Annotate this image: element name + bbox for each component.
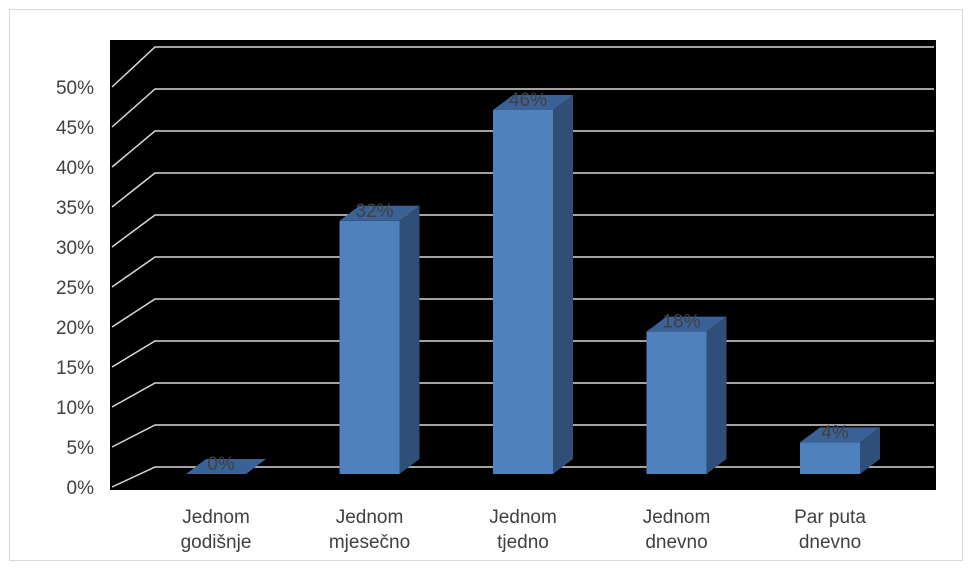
- bar-side: [706, 316, 727, 474]
- y-tick-label: 10%: [56, 398, 94, 419]
- bar-top: [646, 316, 727, 332]
- x-tick-label: Par puta: [794, 507, 866, 528]
- y-tick-label: 0%: [67, 478, 95, 499]
- y-tick-label: 25%: [56, 278, 94, 299]
- chart-frame: 0% 5% 10% 15% 20% 25% 30% 35% 40% 45% 50% 0% 32% 46% 1…: [9, 9, 963, 561]
- bar: [800, 442, 860, 474]
- x-tick-label: mjesečno: [329, 532, 410, 553]
- x-tick-label: Jednom: [489, 507, 557, 528]
- bar-chart: 0% 5% 10% 15% 20% 25% 30% 35% 40% 45% 50% 0% 32% 46% 1…: [56, 40, 936, 553]
- bar: [339, 220, 400, 474]
- y-tick-label: 5%: [67, 438, 95, 459]
- y-tick-label: 45%: [56, 118, 94, 139]
- x-tick-label: godišnje: [181, 532, 252, 553]
- y-tick-label: 20%: [56, 318, 94, 339]
- y-tick-label: 40%: [56, 158, 94, 179]
- gridline: [111, 172, 934, 208]
- x-tick-label: dnevno: [645, 532, 707, 553]
- data-label: 32%: [355, 201, 393, 222]
- bar-side: [399, 205, 420, 475]
- bar: [646, 331, 707, 474]
- gridline: [111, 298, 934, 328]
- gridline: [111, 256, 934, 288]
- data-label: 0%: [207, 454, 235, 475]
- bar-side: [553, 95, 573, 474]
- x-tick-label: dnevno: [799, 532, 861, 553]
- y-tick-label: 35%: [56, 198, 94, 219]
- bar: [493, 110, 553, 474]
- gridline: [111, 46, 934, 88]
- data-label: 18%: [662, 312, 700, 333]
- bar-top: [493, 95, 573, 110]
- bar-top: [186, 459, 266, 474]
- y-tick-label: 30%: [56, 238, 94, 259]
- bar-top: [800, 427, 880, 443]
- gridline: [111, 88, 934, 128]
- bar-side: [860, 427, 880, 474]
- gridline: [111, 130, 934, 168]
- y-tick-label: 50%: [56, 78, 94, 99]
- y-tick-label: 15%: [56, 358, 94, 379]
- bar-top: [339, 205, 420, 221]
- x-tick-label: Jednom: [182, 507, 250, 528]
- data-label: 46%: [509, 90, 547, 111]
- data-label: 4%: [821, 422, 849, 443]
- gridline: [111, 214, 934, 248]
- x-tick-label: Jednom: [643, 507, 711, 528]
- x-tick-label: tjedno: [497, 532, 549, 553]
- x-tick-label: Jednom: [336, 507, 404, 528]
